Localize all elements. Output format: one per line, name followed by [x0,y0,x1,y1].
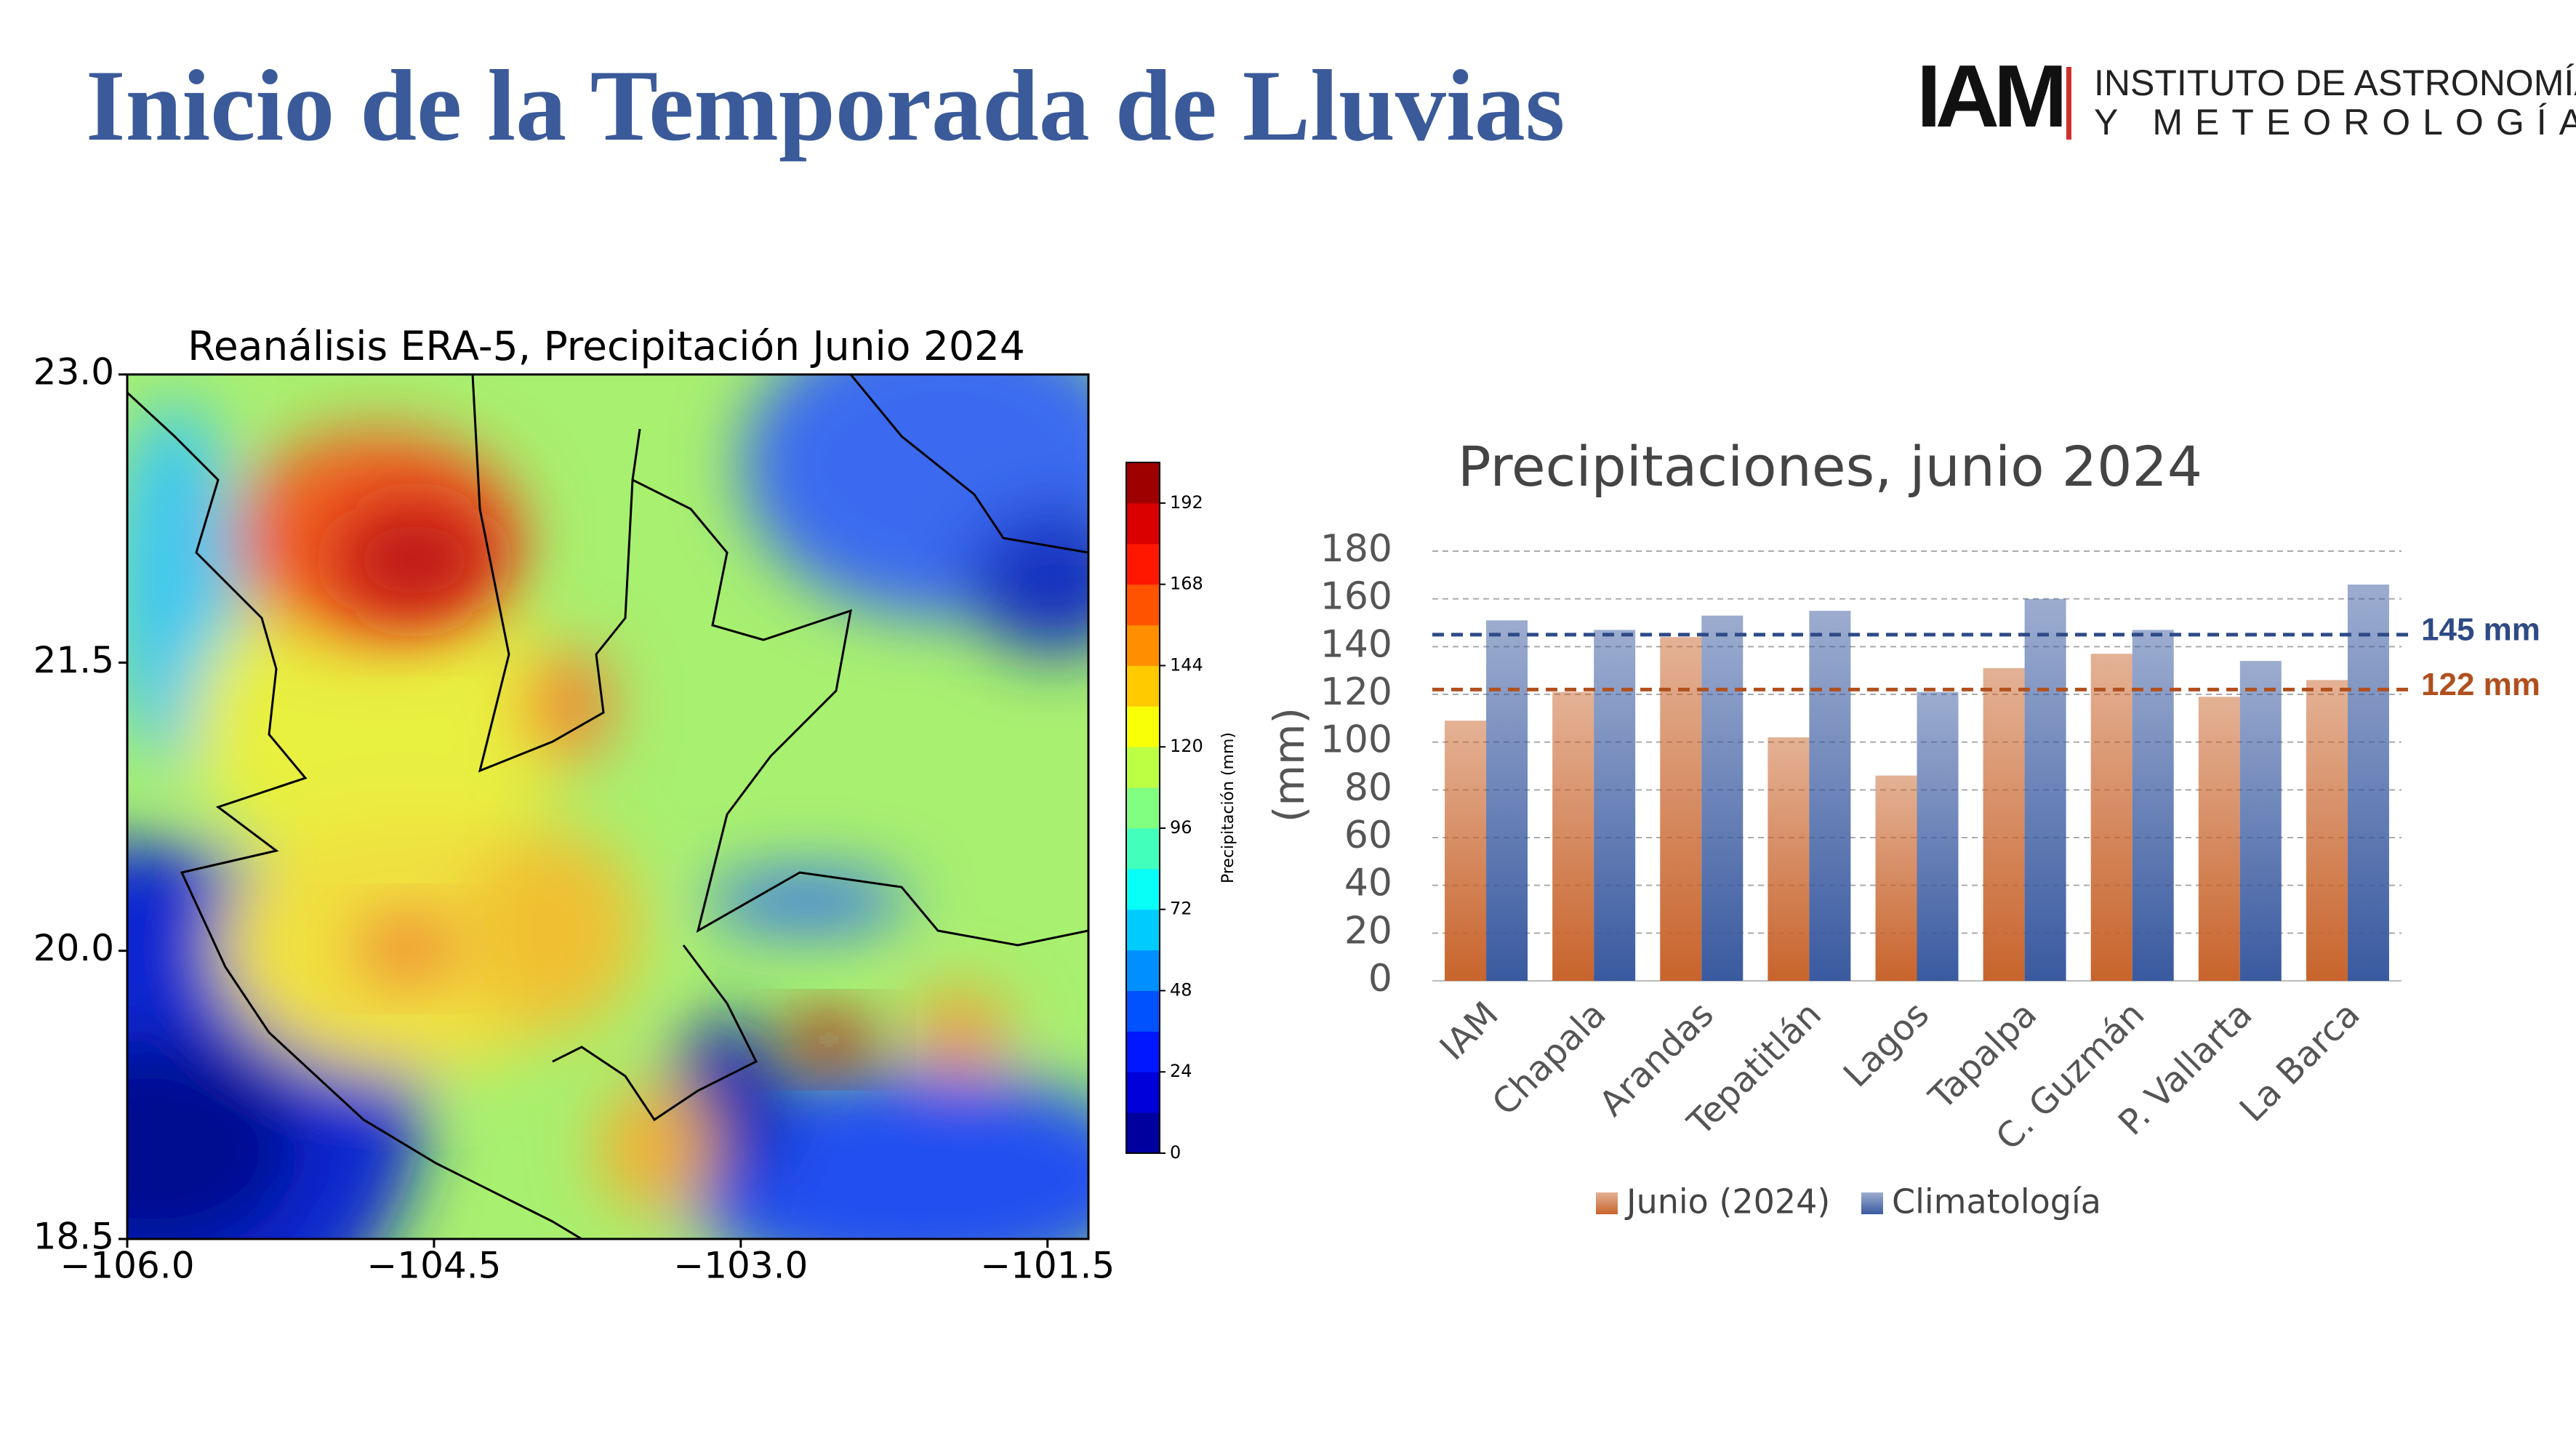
colorbar-tick-label: 0 [1170,1142,1181,1163]
precip-field [127,374,1088,1239]
colorbar-frame [1126,462,1160,1154]
colorbar-tick-label: 24 [1170,1061,1192,1081]
y-tick-label: 0 [1368,957,1392,1000]
colorbar-segment [1126,868,1160,910]
colorbar-segment [1126,665,1160,707]
bar [2239,661,2282,981]
y-tick-label: 80 [1344,766,1392,809]
colorbar-tick-label: 144 [1170,654,1203,675]
colorbar-tick-label: 168 [1170,574,1203,594]
map-title: Reanálisis ERA-5, Precipitación Junio 20… [188,323,1025,369]
bar [2347,584,2389,981]
y-tick-label: 18.5 [33,1216,114,1258]
colorbar-segment [1126,1031,1160,1072]
bar [1983,667,2025,981]
reference-label: 122 mm [2421,667,2540,702]
bar [1875,775,1917,981]
colorbar-segment [1126,1072,1160,1113]
bar [2024,598,2066,981]
logo-divider [2066,67,2071,140]
slide-title: Inicio de la Temporada de Lluvias [86,49,1565,162]
y-tick-label: 60 [1344,814,1392,857]
colorbar-label: Precipitación (mm) [1219,732,1237,883]
y-tick-label: 120 [1320,670,1392,714]
y-tick-label: 21.5 [33,639,114,681]
map-frame [126,373,1090,1240]
legend-label: Climatología [1892,1182,2101,1222]
bar [1701,615,1744,981]
bar [2132,630,2174,981]
y-tick-label: 23.0 [33,351,114,393]
x-tick-label: Chapala [1485,994,1614,1123]
logo-line2: Y METEOROLOGÍA [2094,102,2576,143]
colorbar-tick-label: 48 [1170,979,1192,1000]
colorbar-segment [1126,909,1160,951]
y-tick-label: 100 [1320,718,1392,762]
colorbar-segment [1126,990,1160,1032]
logo-mark: IAM [1917,47,2062,145]
colorbar-segment [1126,827,1160,870]
colorbar-segment [1126,747,1160,788]
bar [2306,680,2348,981]
bar [1660,637,1702,981]
x-tick-label: −106.0 [60,1245,194,1287]
y-axis-label: (mm) [1264,707,1314,822]
bar [1486,620,1528,981]
x-tick-label: IAM [1432,994,1506,1068]
colorbar-segment [1126,1112,1160,1154]
legend-label: Junio (2024) [1624,1182,1830,1222]
bar [2198,697,2240,981]
bar [1552,691,1594,981]
colorbar-segment [1126,787,1160,829]
colorbar-tick-label: 96 [1170,817,1192,838]
bar-title: Precipitaciones, junio 2024 [1458,434,2202,499]
colorbar-segment [1126,543,1160,585]
colorbar-segment [1126,950,1160,991]
bar [1594,630,1636,981]
y-tick-label: 180 [1320,527,1392,571]
colorbar-segment [1126,584,1160,626]
colorbar-tick-label: 192 [1170,492,1203,513]
colorbar-segment [1126,706,1160,747]
bar [2090,654,2132,981]
colorbar-tick-label: 72 [1170,899,1192,919]
colorbar-segment [1126,502,1160,545]
reference-label: 145 mm [2421,612,2540,648]
bar [1917,691,1959,981]
x-tick-label: −103.0 [673,1245,808,1287]
y-tick-label: 160 [1320,575,1392,619]
colorbar-tick-label: 120 [1170,736,1203,756]
logo-line1: INSTITUTO DE ASTRONOMÍA [2094,63,2576,103]
bar [1768,737,1810,981]
y-tick-label: 40 [1344,862,1392,905]
legend-swatch [1596,1192,1618,1214]
x-tick-label: −101.5 [980,1245,1115,1287]
y-tick-label: 20 [1344,909,1392,952]
bar [1809,611,1851,981]
colorbar-segment [1126,462,1160,504]
x-tick-label: Lagos [1836,994,1937,1095]
y-tick-label: 20.0 [33,927,114,969]
bar [1445,721,1487,981]
x-tick-label: −104.5 [366,1245,501,1287]
y-tick-label: 140 [1320,622,1392,666]
colorbar-segment [1126,625,1160,666]
legend-swatch [1861,1192,1883,1214]
x-tick-label: La Barca [2232,994,2368,1130]
